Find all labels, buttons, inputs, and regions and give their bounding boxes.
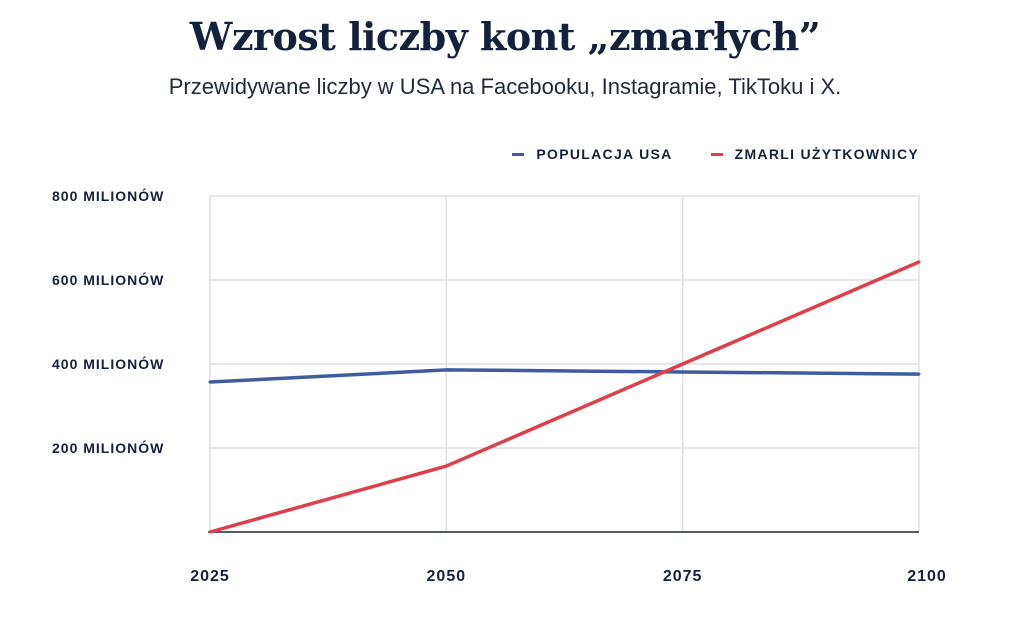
legend-swatch-population bbox=[512, 152, 525, 156]
x-tick-label: 2100 bbox=[907, 568, 947, 585]
data-point-population bbox=[444, 368, 448, 372]
chart-subtitle: Przewidywane liczby w USA na Facebooku, … bbox=[168, 74, 842, 99]
legend-item-population: POPULACJA USA bbox=[512, 146, 672, 162]
x-tick-label: 2050 bbox=[427, 568, 467, 585]
legend: POPULACJA USA ZMARLI UŻYTKOWNICY bbox=[512, 146, 919, 162]
series-line-population bbox=[209, 368, 920, 384]
legend-swatch-dead-users bbox=[710, 152, 723, 156]
chart-title: Wzrost liczby kont „zmarłych” bbox=[189, 14, 821, 59]
data-point-dead-users bbox=[681, 362, 685, 366]
data-point-population bbox=[681, 370, 685, 374]
data-point-population bbox=[917, 372, 921, 376]
series-line-dead-users bbox=[209, 260, 920, 534]
y-tick-label: 800 MILIONÓW bbox=[52, 187, 164, 204]
data-point-population bbox=[208, 380, 212, 384]
data-point-dead-users bbox=[208, 530, 212, 534]
data-point-dead-users bbox=[917, 260, 921, 264]
y-tick-label: 600 MILIONÓW bbox=[52, 271, 164, 288]
legend-item-dead-users: ZMARLI UŻYTKOWNICY bbox=[710, 146, 919, 162]
x-tick-label: 2075 bbox=[663, 568, 703, 585]
y-tick-label: 200 MILIONÓW bbox=[52, 439, 164, 456]
legend-label-dead-users: ZMARLI UŻYTKOWNICY bbox=[734, 146, 919, 162]
legend-label-population: POPULACJA USA bbox=[536, 146, 673, 162]
x-tick-label: 2025 bbox=[190, 568, 230, 585]
data-point-dead-users bbox=[444, 464, 448, 468]
y-tick-label: 400 MILIONÓW bbox=[52, 355, 164, 372]
